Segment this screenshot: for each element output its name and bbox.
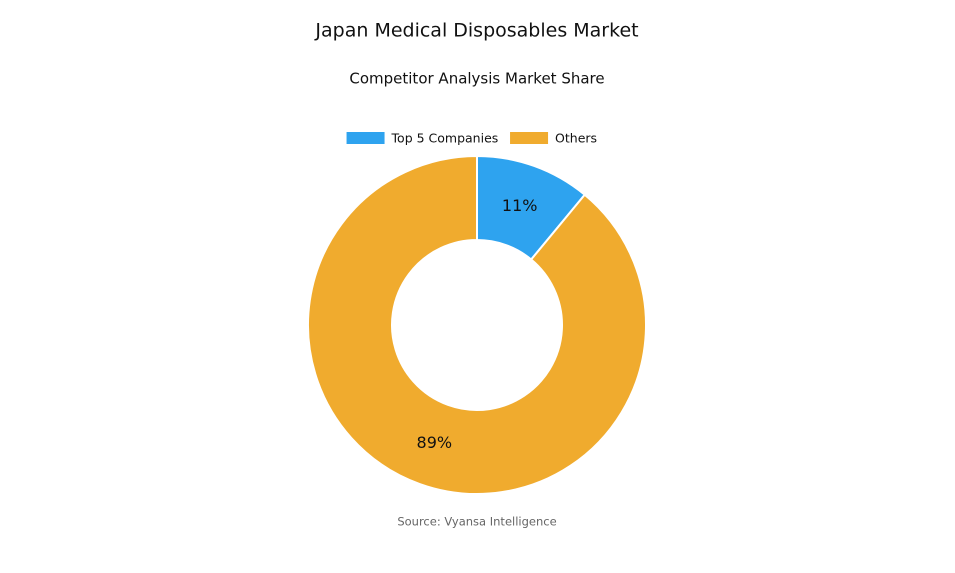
data-label: 11% bbox=[502, 196, 538, 215]
chart-title: Japan Medical Disposables Market bbox=[314, 20, 638, 42]
chart-subtitle: Competitor Analysis Market Share bbox=[349, 70, 604, 88]
legend-swatch bbox=[346, 132, 385, 144]
legend-swatch bbox=[510, 132, 549, 144]
donut-slice bbox=[307, 154, 647, 495]
source: Source: Vyansa Intelligence bbox=[397, 515, 556, 529]
data-label: 89% bbox=[417, 433, 453, 452]
legend-label: Top 5 Companies bbox=[391, 131, 499, 146]
legend-label: Others bbox=[555, 131, 597, 146]
